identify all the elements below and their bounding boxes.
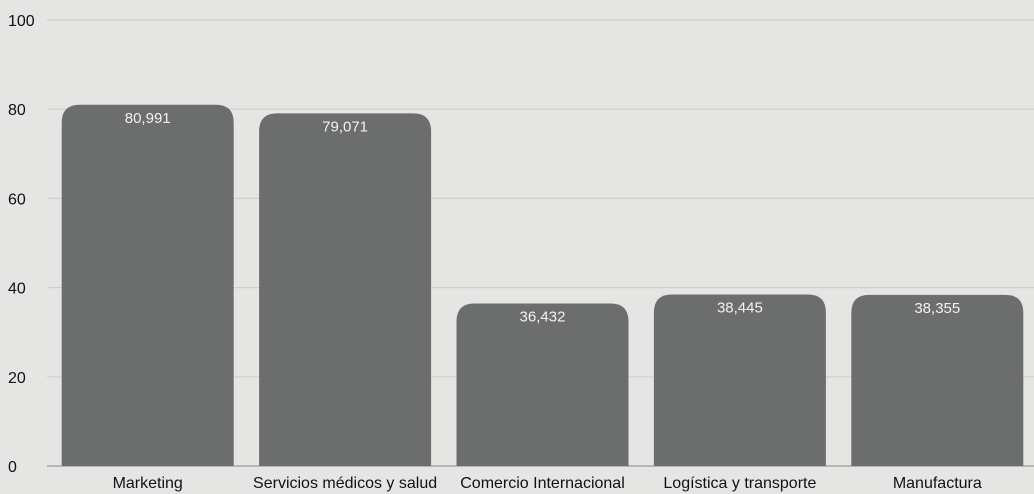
- y-tick-label: 20: [8, 370, 26, 387]
- data-labels: 80,991 79,071 36,432 38,445 38,355: [125, 110, 960, 326]
- x-axis-ticks: Marketing Servicios médicos y salud Comerc…: [113, 475, 982, 492]
- y-tick-label: 40: [8, 281, 26, 298]
- y-axis-ticks: 0 20 40 60 80 100: [8, 13, 35, 476]
- x-tick-label: Logística y transporte: [663, 475, 816, 492]
- bar-servicios-m-dicos-y-salud: [259, 113, 432, 467]
- x-tick-label: Manufactura: [893, 475, 982, 492]
- data-label: 36,432: [520, 309, 566, 326]
- bar-log-stica-y-transporte: [653, 294, 826, 466]
- data-label: 38,355: [914, 300, 960, 317]
- x-tick-label: Servicios médicos y salud: [253, 475, 437, 492]
- x-tick-label: Comercio Internacional: [460, 475, 625, 492]
- x-tick-label: Marketing: [113, 475, 183, 492]
- bar-marketing: [61, 104, 234, 466]
- data-label: 79,071: [322, 118, 368, 135]
- y-tick-label: 60: [8, 191, 26, 208]
- y-tick-label: 0: [8, 459, 17, 476]
- y-tick-label: 100: [8, 13, 35, 30]
- bar-comercio-internacional: [456, 303, 629, 466]
- bar-manufactura: [851, 294, 1024, 466]
- y-tick-label: 80: [8, 102, 26, 119]
- data-label: 38,445: [717, 300, 763, 317]
- bars: [61, 104, 1024, 467]
- data-label: 80,991: [125, 110, 171, 127]
